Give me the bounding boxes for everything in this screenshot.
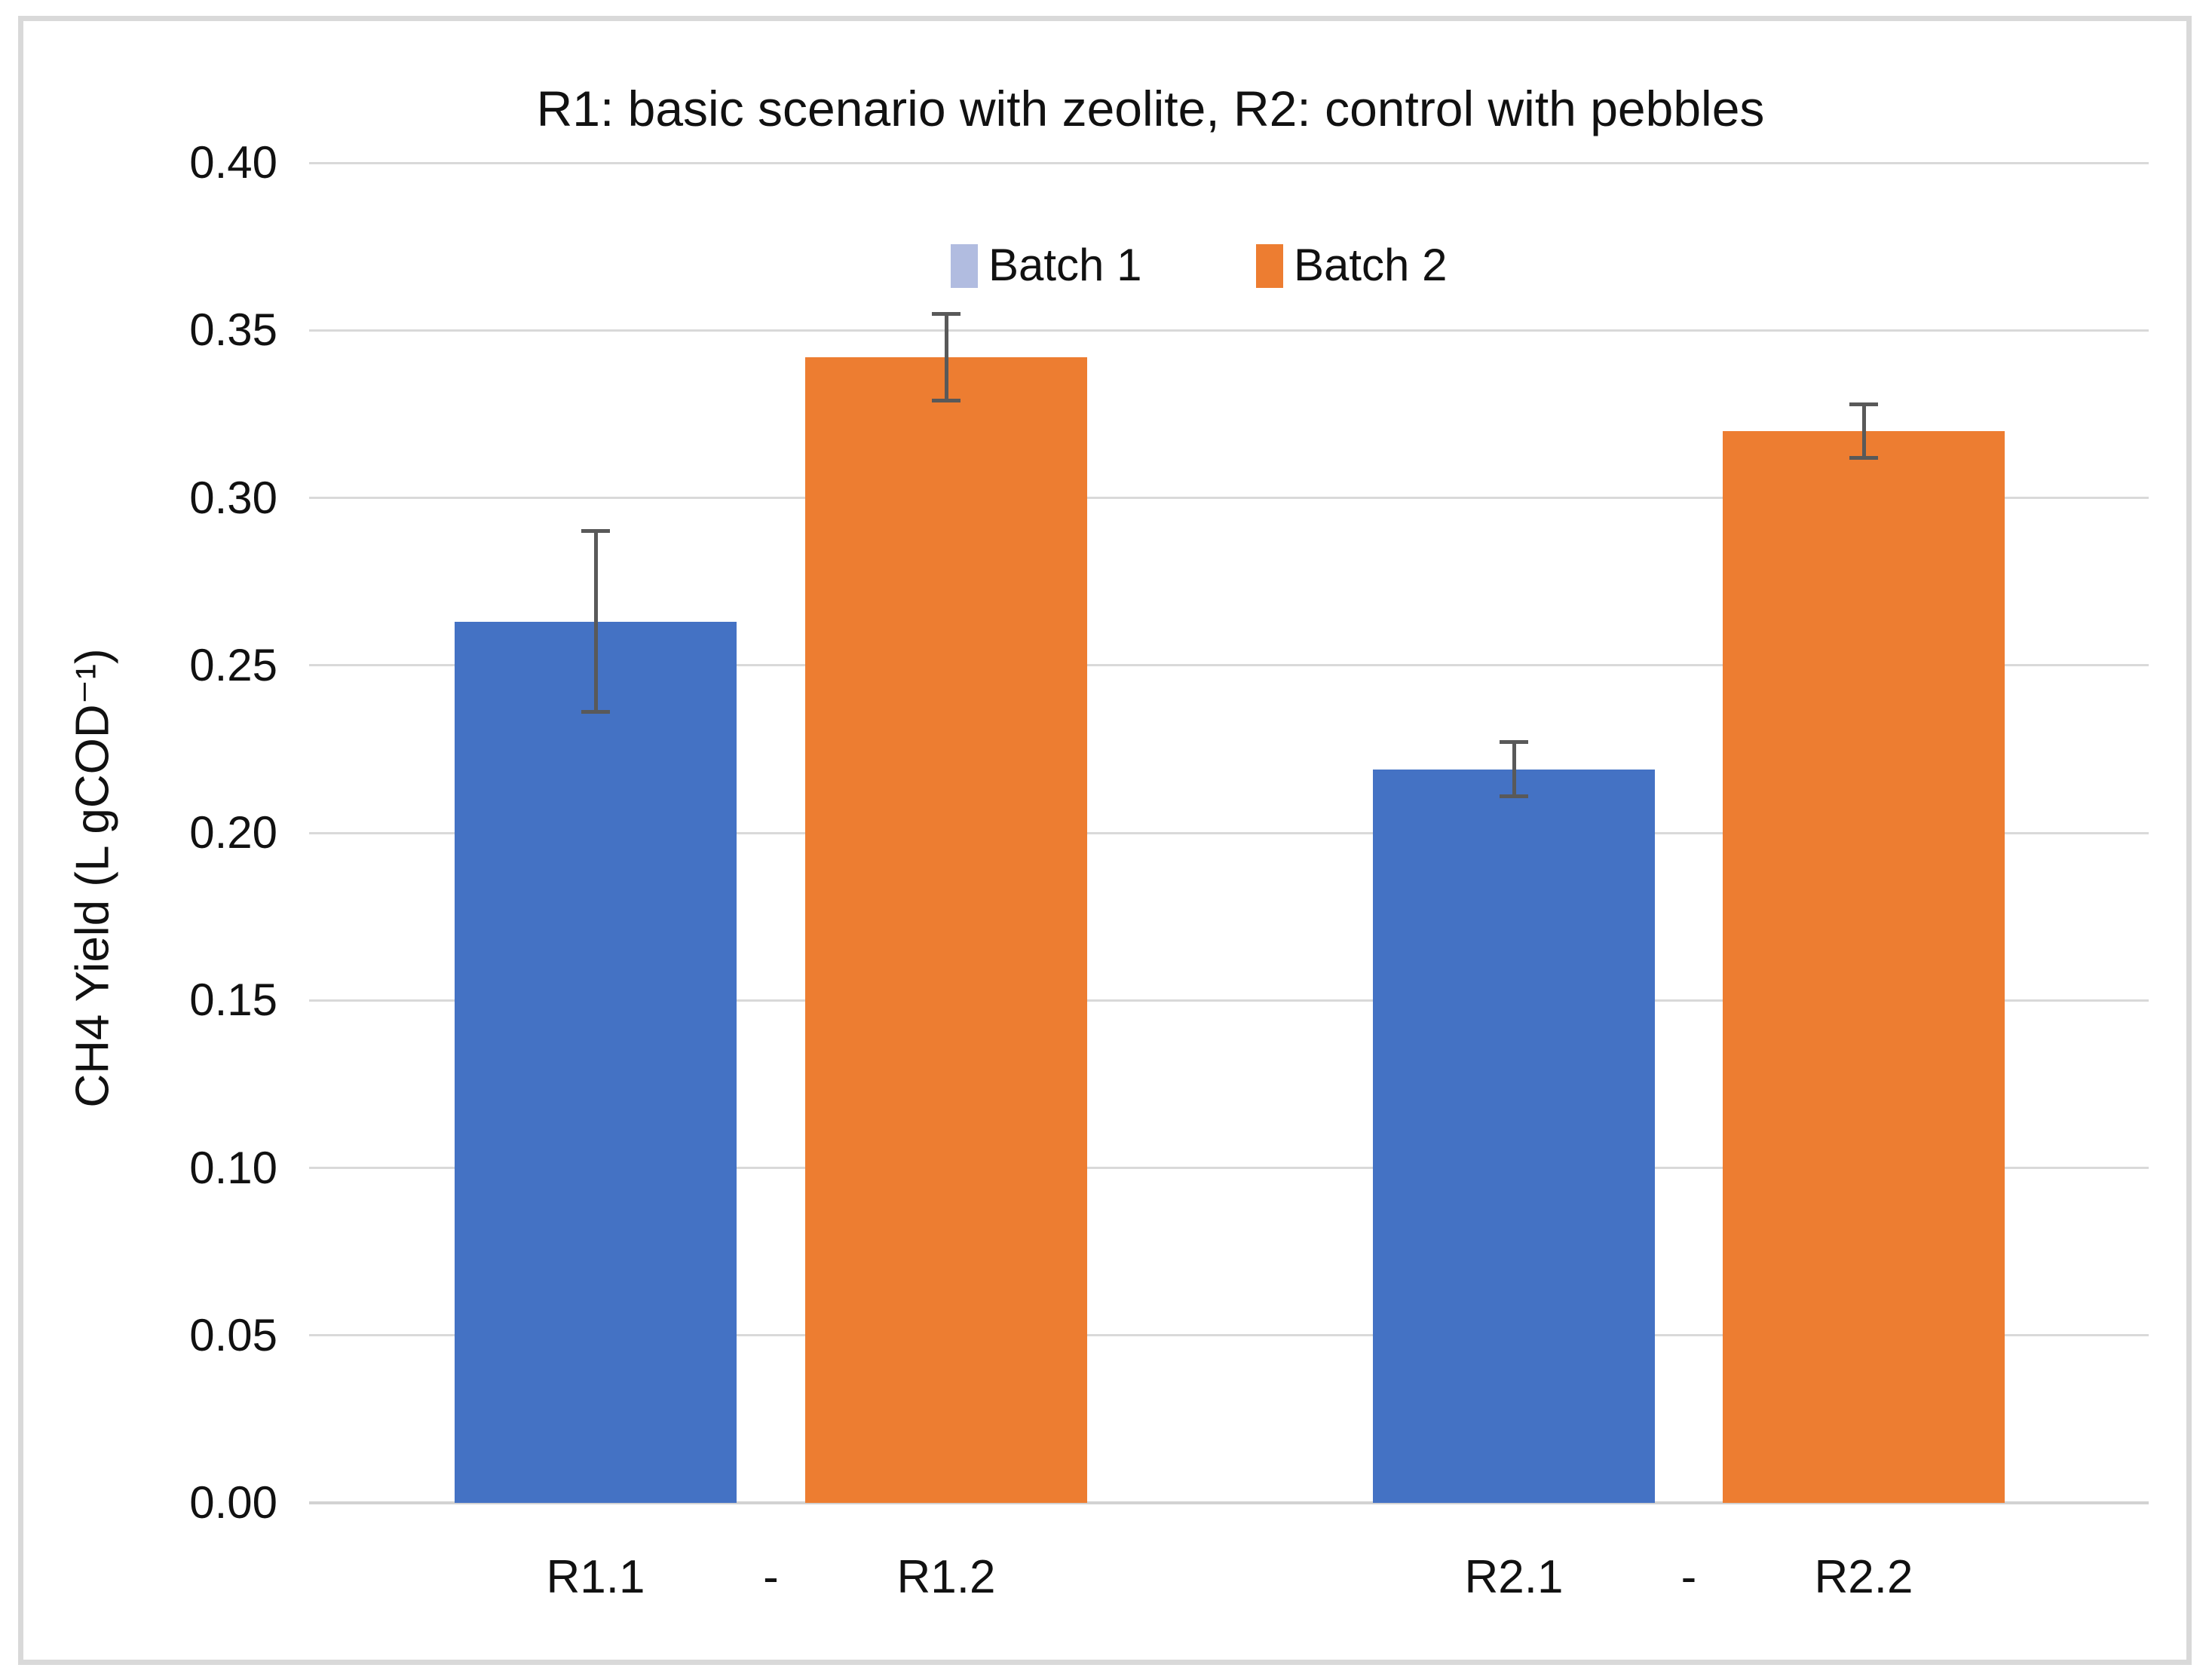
bar-batch-2 xyxy=(1723,430,2005,1503)
bar-batch-1 xyxy=(1373,769,1655,1503)
error-bar-cap xyxy=(1849,455,1878,460)
gridline xyxy=(309,329,2149,332)
bar-batch-1 xyxy=(455,621,737,1503)
legend-swatch-batch-2-icon xyxy=(1256,244,1283,288)
gridline xyxy=(309,664,2149,667)
y-tick-label: 0.30 xyxy=(189,472,277,523)
error-bar-stem xyxy=(1861,404,1866,458)
y-tick-label: 0.25 xyxy=(189,639,277,690)
y-tick-label: 0.05 xyxy=(189,1309,277,1360)
x-tick-label: - xyxy=(763,1551,779,1603)
x-tick-label: R1.2 xyxy=(896,1551,996,1603)
error-bar-cap xyxy=(1849,402,1878,406)
error-bar-cap xyxy=(932,311,961,316)
error-bar-stem xyxy=(593,531,598,712)
error-bar-stem xyxy=(1512,742,1516,797)
legend-label-batch-2: Batch 2 xyxy=(1294,240,1448,290)
gridline xyxy=(309,161,2149,164)
legend-label-batch-1: Batch 1 xyxy=(988,240,1142,290)
x-axis-line xyxy=(309,1501,2149,1504)
gridline xyxy=(309,1334,2149,1337)
y-tick-label: 0.10 xyxy=(189,1142,277,1193)
y-tick-label: 0.15 xyxy=(189,975,277,1026)
gridline xyxy=(309,1167,2149,1169)
x-tick-label: R1.1 xyxy=(546,1551,645,1603)
y-tick-label: 0.20 xyxy=(189,807,277,858)
gridline xyxy=(309,831,2149,834)
error-bar-cap xyxy=(581,529,610,534)
error-bar-cap xyxy=(932,399,961,403)
legend-swatch-batch-1-icon xyxy=(951,244,978,288)
chart-title: R1: basic scenario with zeolite, R2: con… xyxy=(536,81,1765,136)
x-tick-label: R2.1 xyxy=(1464,1551,1564,1603)
gridline xyxy=(309,497,2149,499)
gridline xyxy=(309,999,2149,1002)
x-tick-label: - xyxy=(1680,1551,1697,1603)
error-bar-stem xyxy=(944,314,948,401)
error-bar-cap xyxy=(581,710,610,715)
y-tick-label: 0.40 xyxy=(189,137,277,188)
error-bar-cap xyxy=(1500,794,1528,798)
y-tick-label: 0.00 xyxy=(189,1477,277,1528)
bar-batch-2 xyxy=(805,357,1087,1503)
y-tick-label: 0.35 xyxy=(189,304,277,356)
error-bar-cap xyxy=(1500,740,1528,745)
x-tick-label: R2.2 xyxy=(1814,1551,1913,1603)
